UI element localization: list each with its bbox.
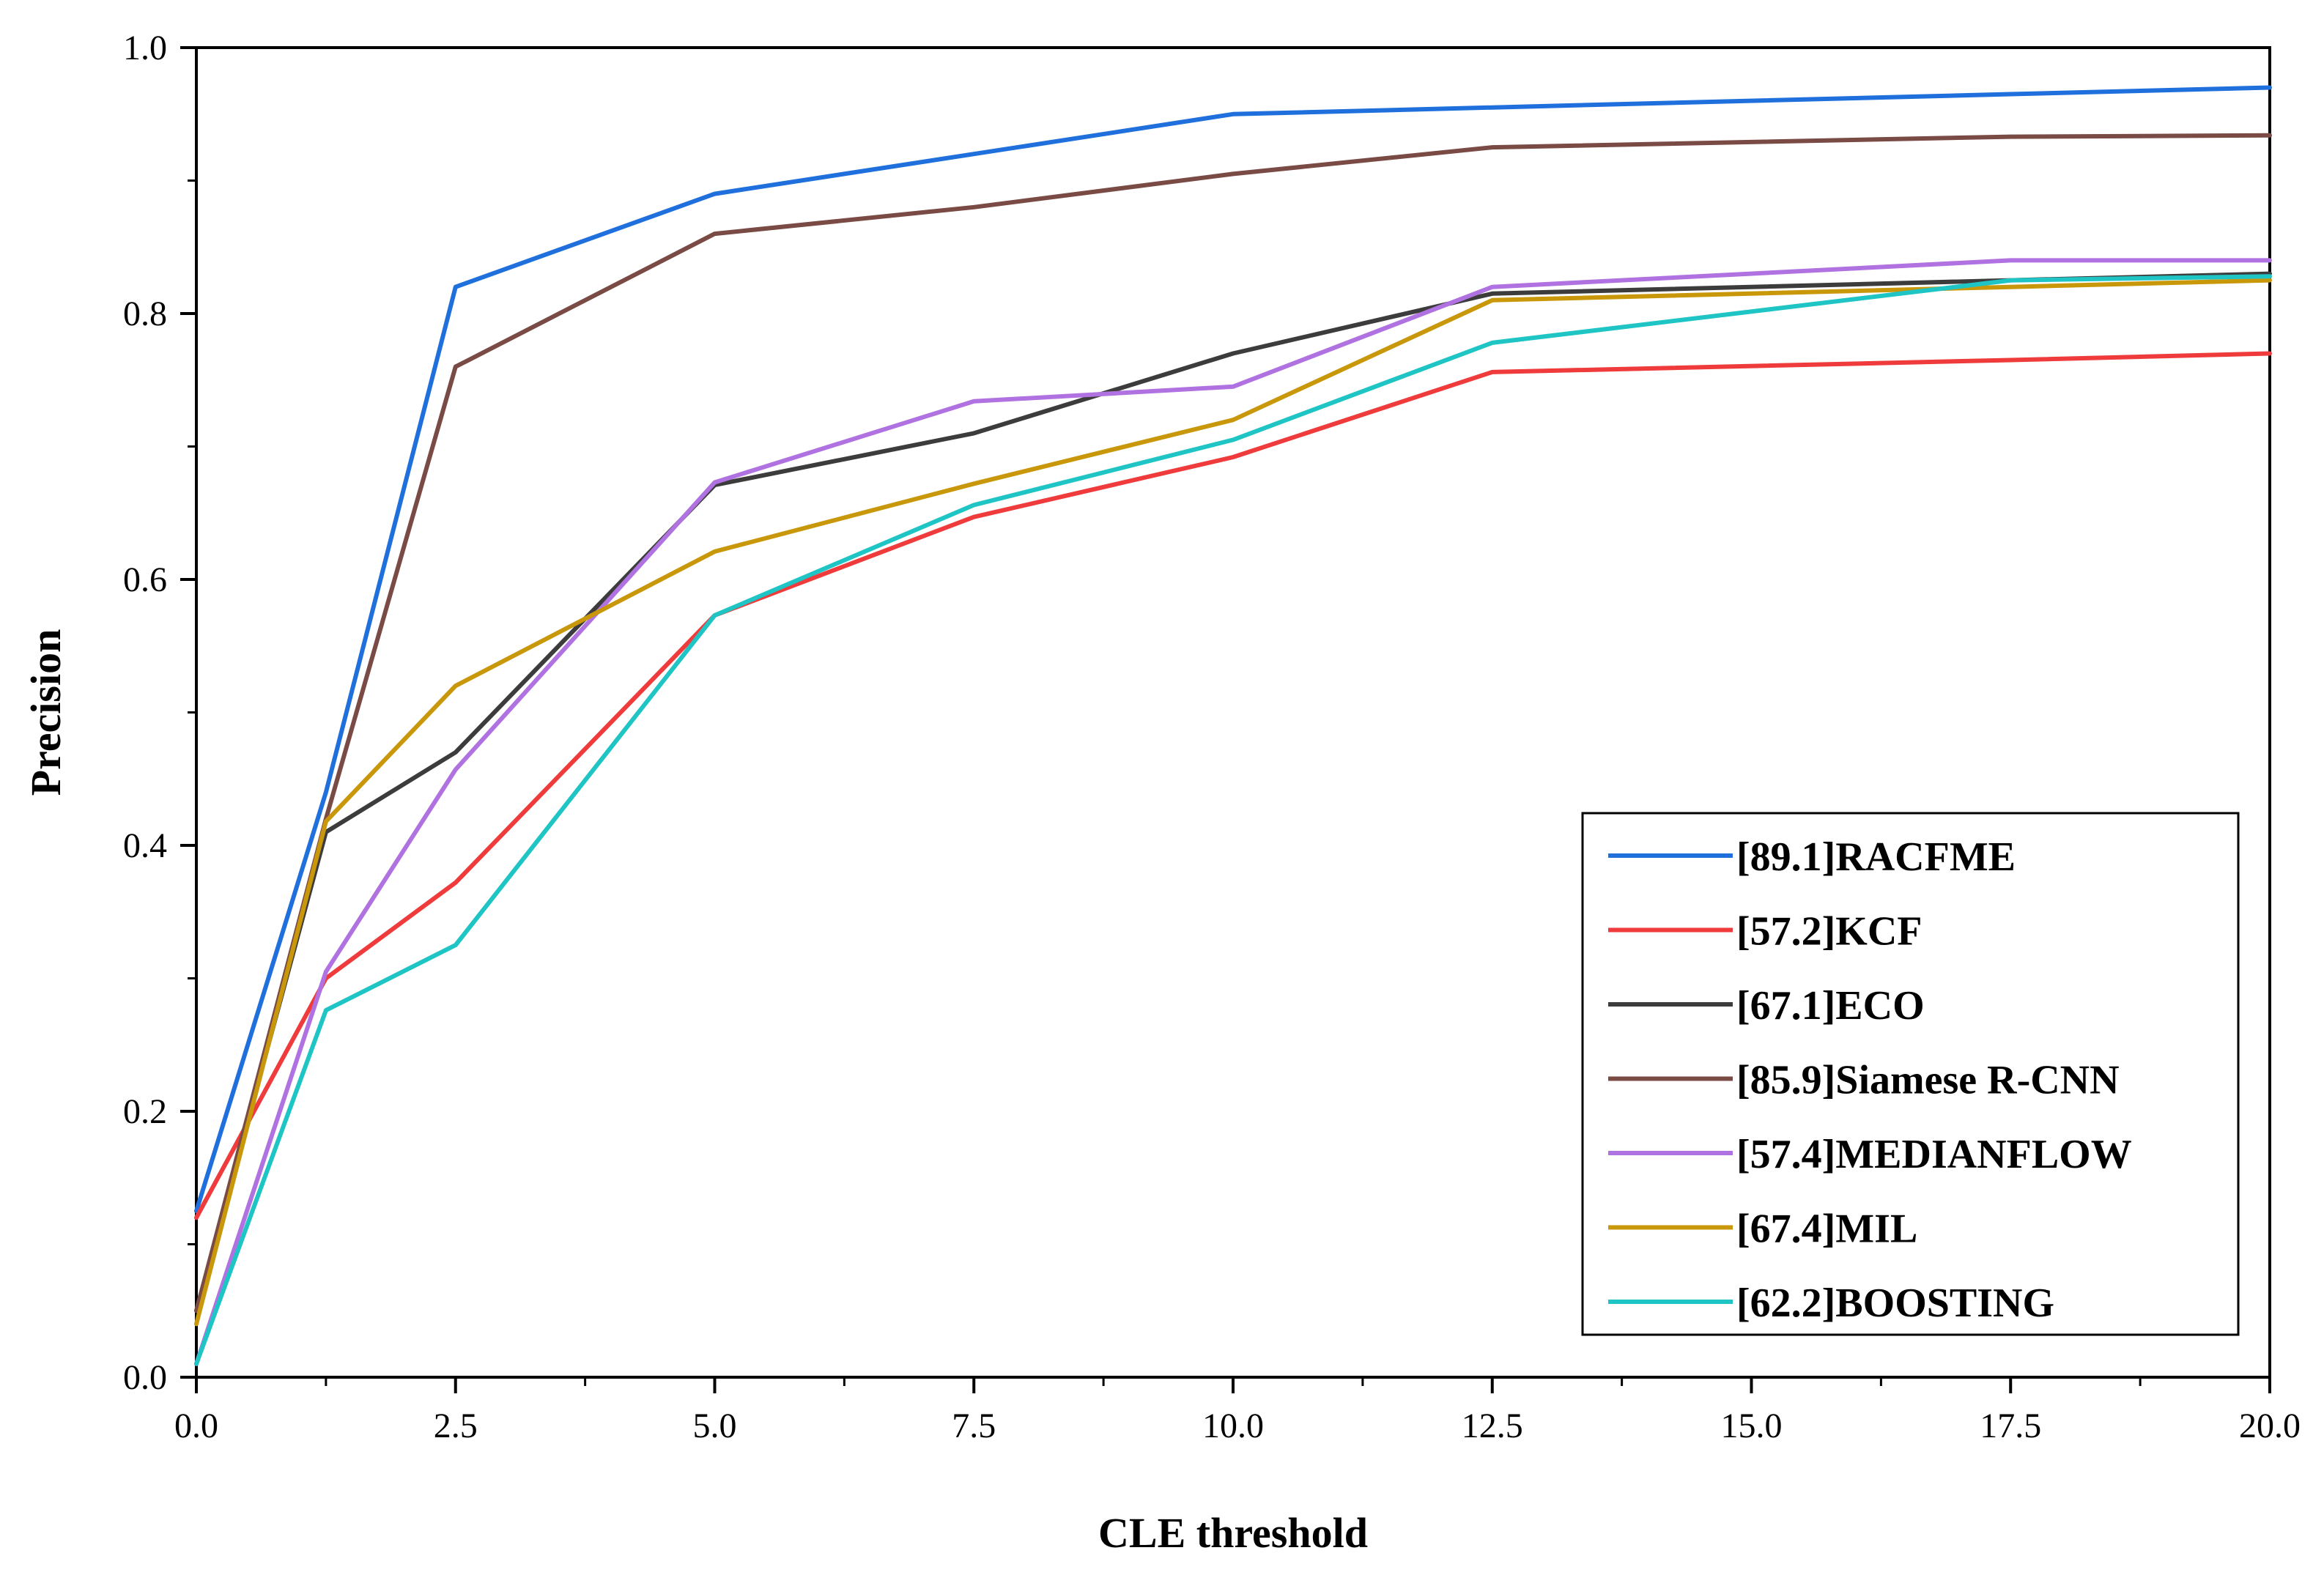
series-line-0 [194, 85, 2272, 1214]
legend-box [1581, 812, 2240, 1336]
legend-label-2: [67.1]ECO [1736, 983, 1925, 1029]
legend-label-1: [57.2]KCF [1736, 909, 1923, 955]
x-tick-label: 12.5 [1462, 1407, 1523, 1445]
y-tick-label: 1.0 [123, 29, 167, 67]
x-tick-label: 7.5 [952, 1407, 996, 1445]
x-tick-label: 17.5 [1980, 1407, 2041, 1445]
series-line-1 [194, 351, 2272, 1220]
series-line-2 [194, 271, 2272, 1313]
x-tick-label: 0.0 [174, 1407, 218, 1445]
legend-label-5: [67.4]MIL [1736, 1207, 1917, 1252]
y-axis-title: Precision [22, 629, 70, 796]
series-line-5 [194, 278, 2272, 1327]
series-line-4 [194, 258, 2272, 1366]
x-tick-label: 20.0 [2239, 1407, 2301, 1445]
y-tick-label: 0.2 [123, 1092, 167, 1131]
x-tick-label: 15.0 [1721, 1407, 1783, 1445]
legend-label-3: [85.9]Siamese R-CNN [1736, 1058, 2120, 1103]
legend: [89.1]RACFME [57.2]KCF [67.1]ECO [85.9]Siam… [1581, 812, 2240, 1336]
series-line-6 [194, 274, 2272, 1366]
y-tick-label: 0.0 [123, 1358, 167, 1397]
series-line-3 [194, 133, 2272, 1313]
x-axis-title: CLE threshold [1098, 1509, 1368, 1557]
axes: 0.0 2.5 5.0 7.5 10.0 12.5 15.0 17.5 20.0 0.0 0.2 0.… [123, 29, 2301, 1445]
x-tick-label: 10.0 [1202, 1407, 1264, 1445]
x-tick-label: 2.5 [434, 1407, 478, 1445]
legend-label-0: [89.1]RACFME [1736, 834, 2016, 880]
y-tick-label: 0.8 [123, 294, 167, 333]
legend-label-6: [62.2]BOOSTING [1736, 1281, 2054, 1326]
y-tick-label: 0.4 [123, 826, 167, 865]
y-tick-label: 0.6 [123, 560, 167, 599]
legend-label-4: [57.4]MEDIANFLOW [1736, 1132, 2132, 1177]
series-group [194, 85, 2272, 1366]
x-tick-label: 5.0 [693, 1407, 737, 1445]
